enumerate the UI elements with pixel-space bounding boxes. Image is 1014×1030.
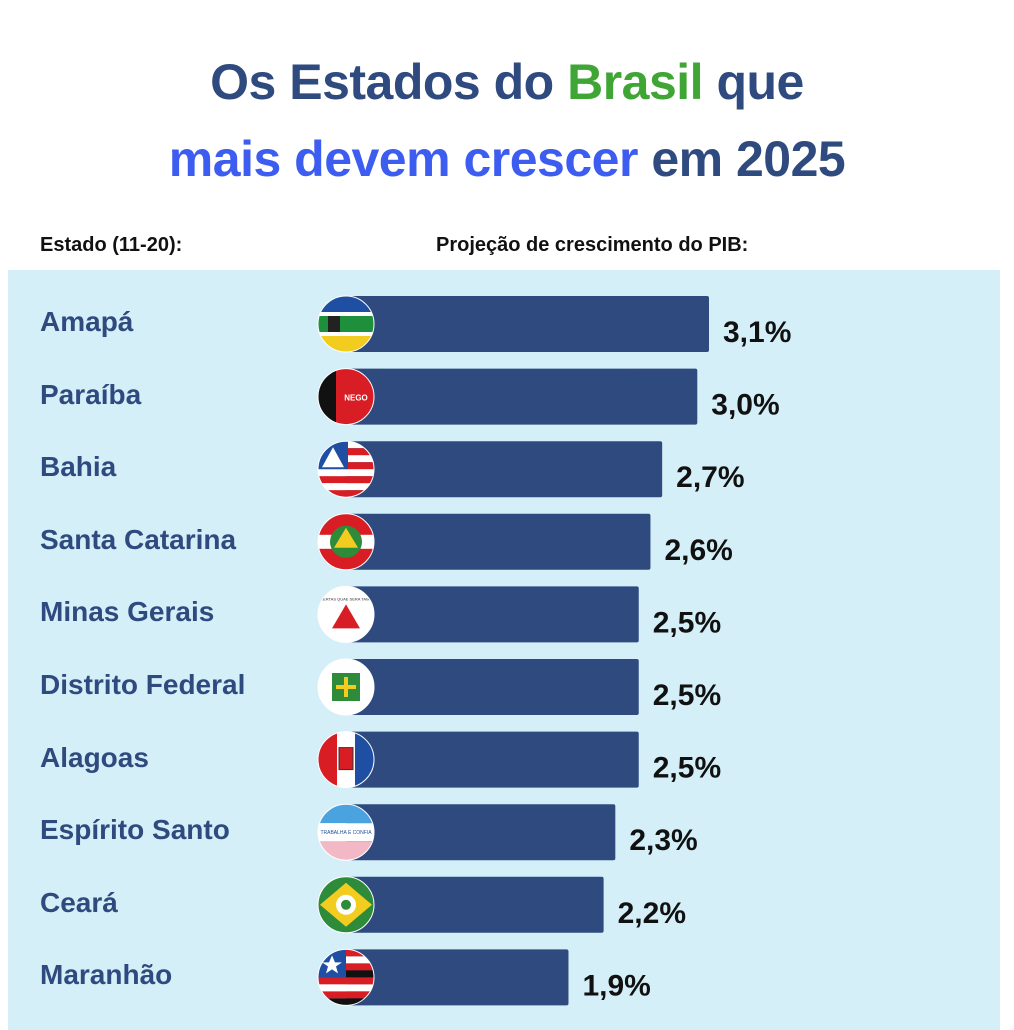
state-label: Espírito Santo [40, 814, 230, 846]
state-label: Santa Catarina [40, 523, 237, 555]
state-label: Amapá [40, 306, 134, 337]
title-line-1: Os Estados do Brasil que [0, 50, 1014, 114]
title-text-2: que [703, 54, 804, 110]
projection-column-header: Projeção de crescimento do PIB: [436, 234, 749, 256]
state-label: Alagoas [40, 741, 149, 773]
state-label: Paraíba [40, 378, 142, 410]
title-highlight-brasil: Brasil [567, 54, 704, 110]
chart-panel [8, 270, 1000, 1030]
title-highlight-crescer: mais devem crescer [168, 131, 639, 187]
state-label: Distrito Federal [40, 669, 246, 700]
state-label: Minas Gerais [40, 596, 215, 628]
state-label: Ceará [40, 886, 118, 918]
state-label: Bahia [40, 451, 117, 483]
state-column-header: Estado (11-20): [40, 234, 183, 256]
title-text-3: em 2025 [637, 131, 846, 187]
title-text-1: Os Estados do [210, 54, 568, 110]
title-line-2: mais devem crescer em 2025 [0, 127, 1014, 191]
state-label: Maranhão [40, 959, 173, 991]
